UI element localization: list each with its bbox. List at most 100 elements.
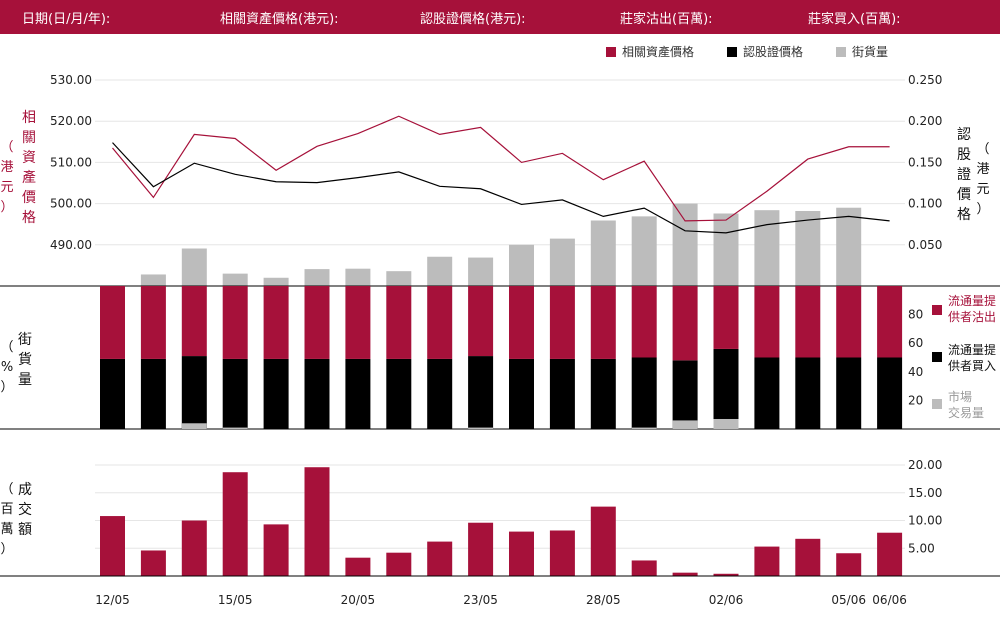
sell-percent-bar: [222, 286, 248, 359]
turnover-axis-tick-label: 10.00: [908, 514, 942, 528]
turnover-bar: [713, 573, 739, 576]
side-legend-sell-swatch: [932, 305, 942, 315]
sell-percent-bar: [549, 286, 575, 359]
turnover-bar: [631, 560, 657, 576]
turnover-bar: [590, 506, 616, 576]
turnover-bar: [877, 532, 903, 576]
sell-percent-bar: [263, 286, 289, 359]
axis-title-char: 相: [22, 110, 36, 126]
axis-title-char: 成: [18, 482, 32, 498]
legend-item-warrant: 認股證價格: [727, 43, 803, 60]
left-axis-unit-price-text: （ 港元 ）: [0, 138, 14, 218]
left-axis-unit-street: （% ）: [0, 338, 14, 398]
sell-percent-bar: [427, 286, 453, 359]
buy-percent-bar: [590, 358, 616, 429]
market-volume-bar: [468, 427, 494, 429]
turnover-bar: [836, 553, 862, 576]
right-axis-title-warrant-chars: 認股證價格: [955, 125, 973, 225]
legend-label-street: 街貨量: [852, 45, 889, 59]
street-volume-bar: [672, 203, 698, 286]
buy-percent-bar: [672, 360, 698, 429]
street-volume-bar: [304, 269, 330, 286]
buy-percent-bar: [795, 357, 821, 429]
axis-title-char: 證: [957, 167, 971, 183]
sell-percent-bar: [754, 286, 780, 358]
legend-swatch-street: [836, 47, 846, 57]
axis-unit-char: （: [0, 482, 14, 497]
turnover-bar: [549, 530, 575, 576]
street-volume-bar: [509, 244, 534, 286]
turnover-bar: [509, 531, 534, 576]
street-volume-bar: [590, 220, 616, 286]
turnover-axis-tick-label: 15.00: [908, 486, 942, 500]
right-axis-title-warrant: 認股證價格: [955, 125, 973, 225]
left-axis-tick-label: 510.00: [50, 155, 92, 169]
street-volume-bar: [713, 213, 739, 286]
header-market-maker-sell: 莊家沽出(百萬):: [620, 12, 713, 27]
x-axis-tick-label: 20/05: [341, 593, 376, 607]
market-volume-bar: [672, 420, 698, 429]
percent-axis-tick-label: 60: [908, 336, 923, 350]
turnover-bar: [345, 557, 371, 576]
buy-percent-bar: [754, 357, 780, 429]
axis-unit-char: （: [976, 142, 990, 157]
legend-swatch-warrant: [727, 47, 737, 57]
left-axis-title-price-chars: 相關資產價格: [20, 108, 38, 228]
header-date: 日期(日/月/年):: [22, 12, 111, 27]
street-volume-bar: [468, 257, 494, 286]
side-legend-sell-line1: 流通量提: [948, 294, 997, 308]
left-axis-title-street-chars: 街貨量: [16, 330, 34, 390]
sell-percent-bar: [509, 286, 534, 359]
buy-percent-bar: [509, 358, 534, 429]
legend-item-underlying: 相關資產價格: [606, 43, 694, 60]
turnover-bar: [386, 552, 412, 576]
axis-title-char: 額: [18, 522, 32, 538]
x-axis-tick-label: 23/05: [463, 593, 498, 607]
sell-percent-bar: [386, 286, 412, 359]
street-volume-bar: [631, 216, 657, 286]
right-axis-unit-warrant: （ 港元 ）: [976, 140, 990, 220]
axis-title-char: 量: [18, 372, 32, 388]
chart-legend: 相關資產價格 認股證價格 街貨量: [0, 40, 1000, 60]
x-axis-tick-label: 15/05: [218, 593, 253, 607]
buy-percent-bar: [713, 348, 739, 429]
legend-swatch-underlying: [606, 47, 616, 57]
sell-percent-bar: [713, 286, 739, 349]
market-volume-bar: [631, 427, 657, 429]
buy-percent-bar: [304, 358, 330, 429]
side-legend-market-swatch: [932, 399, 942, 409]
turnover-bar: [672, 572, 698, 576]
turnover-bar: [795, 538, 821, 576]
axis-unit-char: ）: [0, 380, 14, 395]
axis-title-char: 價: [957, 187, 971, 203]
turnover-bar: [263, 524, 289, 576]
left-axis-tick-label: 520.00: [50, 114, 92, 128]
sell-percent-bar: [140, 286, 166, 359]
axis-title-char: 關: [22, 130, 36, 146]
buy-percent-bar: [836, 357, 862, 429]
underlying-price-line: [112, 115, 890, 222]
axis-title-char: 認: [957, 127, 971, 143]
street-volume-bar: [795, 211, 821, 286]
side-legend-buy-line1: 流通量提: [948, 343, 997, 357]
buy-percent-bar: [140, 358, 166, 429]
side-legend-sell: 流通量提 供者沽出: [930, 293, 996, 325]
market-volume-bar: [713, 418, 739, 429]
axis-unit-char: 萬: [0, 522, 14, 537]
axis-unit-char: 港: [0, 160, 14, 175]
axis-unit-char: ）: [976, 202, 990, 217]
buy-percent-bar: [877, 357, 903, 429]
left-axis-unit-street-text: （% ）: [0, 338, 14, 398]
percent-axis-tick-label: 40: [908, 365, 923, 379]
left-axis-title-street: 街貨量: [16, 330, 34, 390]
axis-title-char: 格: [957, 207, 971, 223]
x-axis-tick-label: 28/05: [586, 593, 621, 607]
x-axis-tick-label: 05/06: [831, 593, 866, 607]
buy-percent-bar: [631, 357, 657, 429]
header-warrant-price: 認股證價格(港元):: [420, 12, 526, 27]
right-axis-tick-label: 0.100: [908, 197, 942, 211]
side-legend-buy: 流通量提 供者買入: [930, 342, 996, 374]
header-market-maker-buy: 莊家買入(百萬):: [808, 12, 901, 27]
turnover-bar: [754, 546, 780, 576]
axis-title-char: 交: [18, 502, 32, 518]
